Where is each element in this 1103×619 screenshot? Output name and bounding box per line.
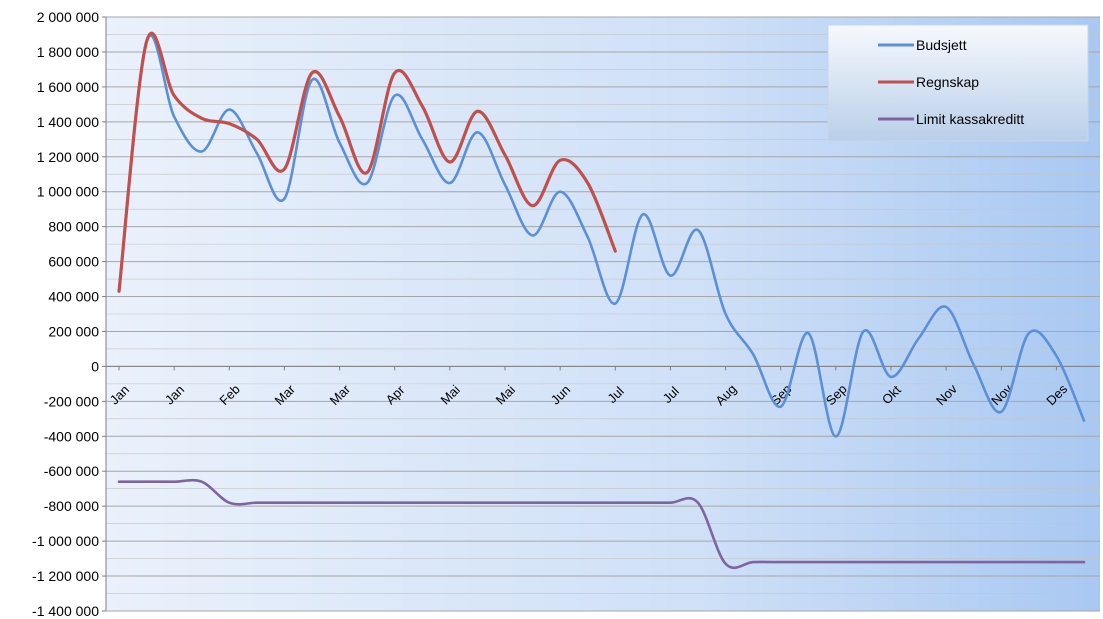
y-tick-label: -400 000 [44, 428, 99, 444]
y-tick-label: -600 000 [44, 463, 99, 479]
y-tick-label: 200 000 [48, 323, 99, 339]
y-tick-label: 600 000 [48, 254, 99, 270]
legend: Budsjett Regnskap Limit kassakreditt [827, 24, 1089, 142]
y-tick-label: 800 000 [48, 219, 99, 235]
y-tick-label: -200 000 [44, 393, 99, 409]
y-tick-label: 1 600 000 [37, 79, 99, 95]
y-tick-label: 1 000 000 [37, 184, 99, 200]
series-lines [117, 31, 1086, 570]
y-tick-label: 1 800 000 [37, 44, 99, 60]
y-tick-label: 400 000 [48, 289, 99, 305]
y-tick-label: -1 000 000 [32, 533, 99, 549]
legend-label: Regnskap [916, 74, 979, 90]
y-tick-label: 0 [91, 358, 99, 374]
y-axis-ticks: 2 000 000 1 800 000 1 600 000 1 400 000 1 20… [32, 9, 106, 619]
y-tick-label: -800 000 [44, 498, 99, 514]
y-tick-label: 2 000 000 [37, 9, 99, 25]
series-line-limit-kassakreditt [117, 478, 1086, 570]
legend-label: Budsjett [916, 37, 967, 53]
legend-label: Limit kassakreditt [916, 111, 1024, 127]
series-line-budsjett [117, 34, 1086, 438]
series-line-regnskap [117, 31, 617, 293]
y-tick-label: 1 200 000 [37, 149, 99, 165]
y-tick-label: -1 400 000 [32, 603, 99, 619]
axes [105, 17, 1100, 611]
y-tick-label: 1 400 000 [37, 114, 99, 130]
y-tick-label: -1 200 000 [32, 568, 99, 584]
gridlines [106, 16, 1100, 612]
legend-box [827, 24, 1089, 142]
